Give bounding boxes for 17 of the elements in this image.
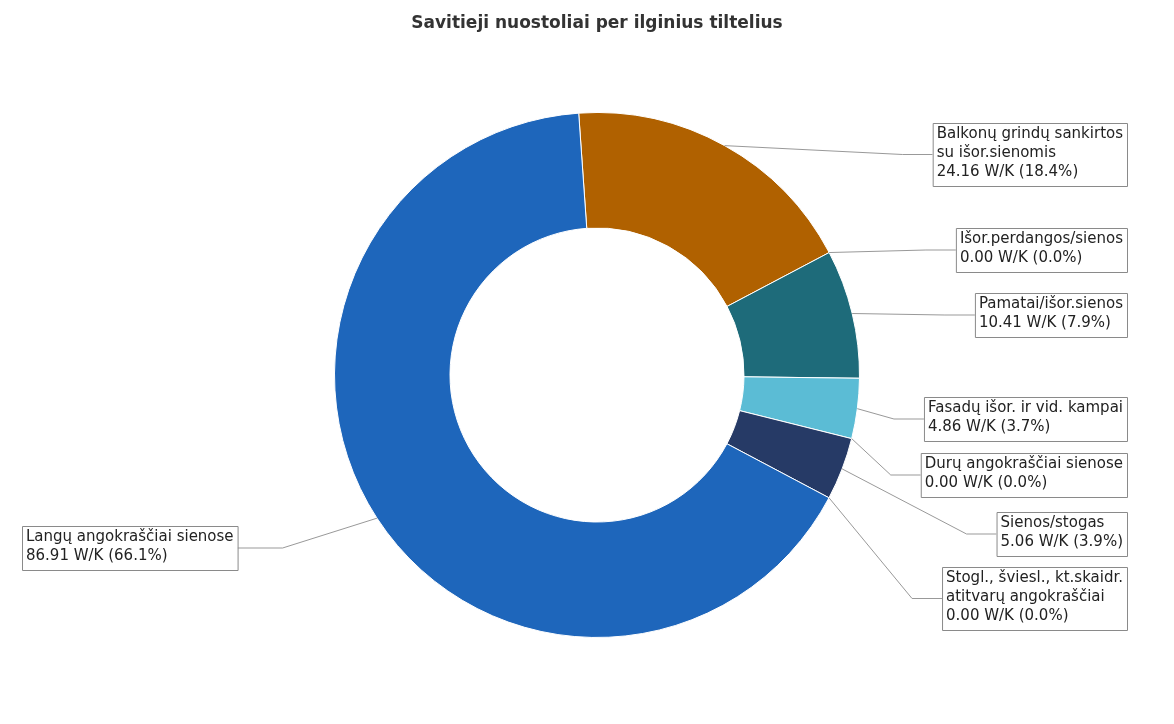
text: 0.00 W/K (0.0%) — [946, 606, 1069, 625]
data-label: 10.41 W/K (7.9%) — [978, 313, 1111, 332]
slice-label: Pamatai/išor.sienos — [978, 294, 1124, 313]
text: 0.00 W/K (0.0%) — [959, 248, 1083, 267]
category-label: Durų angokraščiai sienose — [924, 454, 1124, 473]
category-label: Išor.perdangos/sienos — [959, 229, 1123, 248]
category-label: Stogl., šviesl., kt.skaidr. atitvarų angokraščiai — [946, 568, 1124, 606]
data-label: 4.86 W/K (3.7%) — [927, 417, 1051, 436]
data-label: 24.16 W/K (18.4%) — [936, 162, 1079, 181]
slice-label: Sienos/stogas — [1000, 513, 1105, 532]
slice-label: Langų angokraščiai sienose — [26, 527, 234, 546]
data-label: 86.91 W/K (66.1%) — [26, 546, 168, 565]
slice-label: Balkonų grindų sankirtos su išor.sienomis — [936, 124, 1124, 162]
chart-title: Savitieji nuostoliai per ilginius tiltelius — [411, 12, 783, 33]
slice-label: Fasadų išor. ir vid. kampai — [927, 398, 1123, 417]
text: 0.00 W/K (0.0%) — [924, 473, 1048, 492]
data-label: 5.06 W/K (3.9%) — [1000, 532, 1123, 551]
